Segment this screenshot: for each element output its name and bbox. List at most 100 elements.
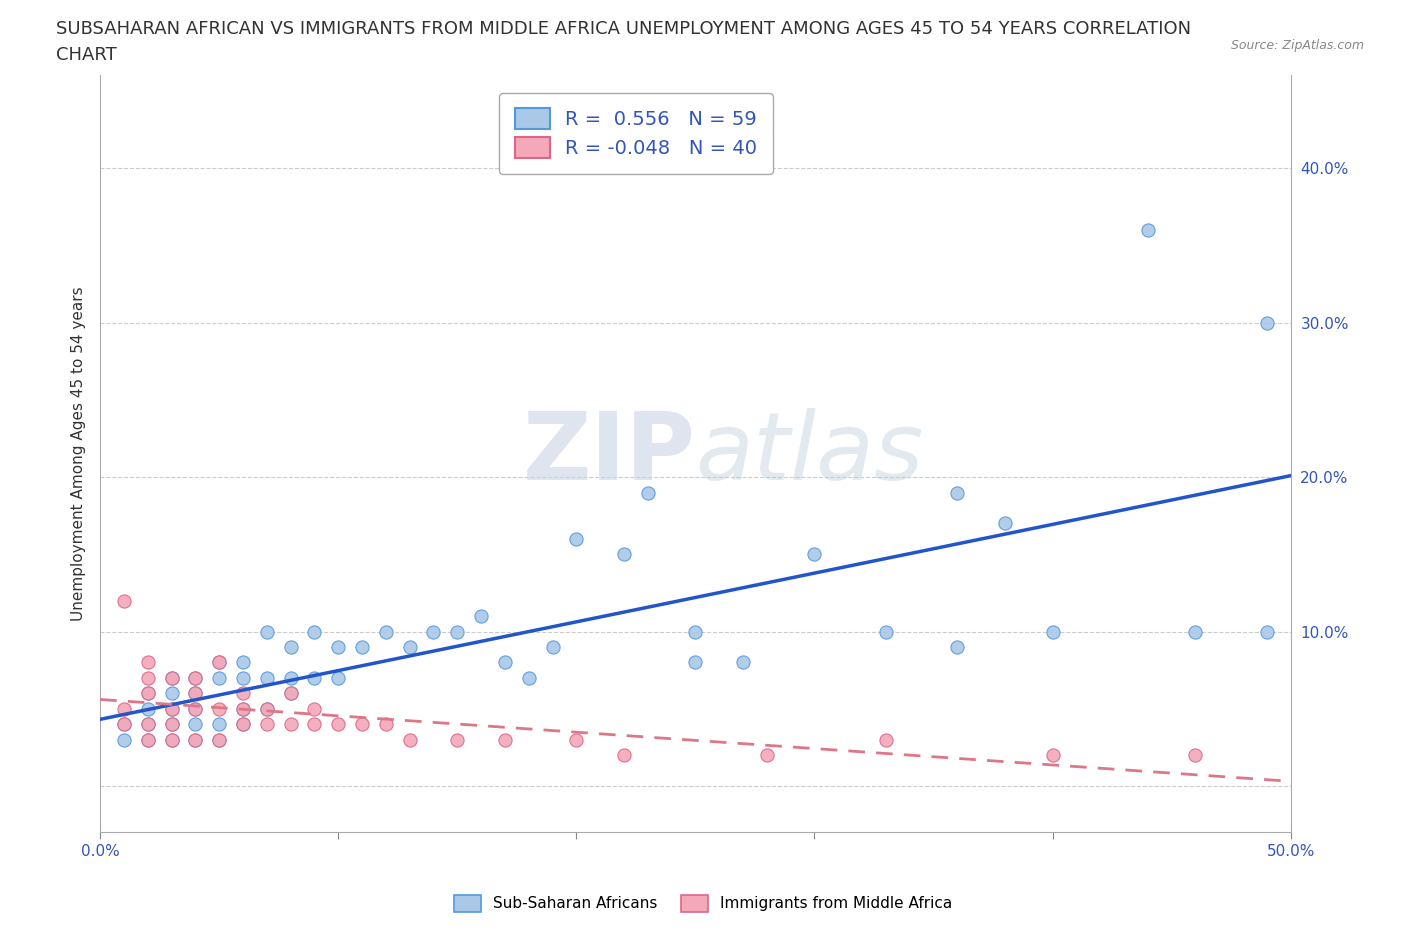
Point — [136, 717, 159, 732]
Point — [136, 686, 159, 701]
Point — [685, 624, 707, 639]
Point — [136, 732, 159, 747]
Point — [136, 686, 159, 701]
Point — [136, 655, 159, 670]
Point — [232, 701, 254, 716]
Text: SUBSAHARAN AFRICAN VS IMMIGRANTS FROM MIDDLE AFRICA UNEMPLOYMENT AMONG AGES 45 T: SUBSAHARAN AFRICAN VS IMMIGRANTS FROM MI… — [56, 20, 1191, 38]
Point — [1256, 315, 1278, 330]
Point — [112, 732, 135, 747]
Point — [208, 732, 231, 747]
Point — [398, 732, 420, 747]
Legend: Sub-Saharan Africans, Immigrants from Middle Africa: Sub-Saharan Africans, Immigrants from Mi… — [447, 889, 959, 918]
Point — [232, 717, 254, 732]
Point — [208, 671, 231, 685]
Point — [184, 717, 207, 732]
Text: atlas: atlas — [696, 408, 924, 499]
Point — [398, 640, 420, 655]
Point — [1042, 624, 1064, 639]
Point — [160, 717, 183, 732]
Point — [613, 547, 636, 562]
Point — [304, 624, 326, 639]
Point — [184, 701, 207, 716]
Point — [946, 485, 969, 500]
Point — [208, 732, 231, 747]
Point — [328, 717, 350, 732]
Point — [304, 717, 326, 732]
Point — [994, 516, 1017, 531]
Point — [112, 701, 135, 716]
Point — [184, 671, 207, 685]
Point — [256, 717, 278, 732]
Point — [280, 671, 302, 685]
Point — [946, 640, 969, 655]
Text: Source: ZipAtlas.com: Source: ZipAtlas.com — [1230, 39, 1364, 52]
Point — [637, 485, 659, 500]
Point — [136, 701, 159, 716]
Point — [494, 732, 516, 747]
Point — [280, 686, 302, 701]
Point — [184, 732, 207, 747]
Point — [232, 717, 254, 732]
Point — [184, 686, 207, 701]
Point — [112, 717, 135, 732]
Point — [565, 732, 588, 747]
Point — [232, 671, 254, 685]
Point — [232, 686, 254, 701]
Point — [160, 732, 183, 747]
Point — [374, 717, 396, 732]
Point — [184, 701, 207, 716]
Point — [446, 732, 468, 747]
Point — [280, 717, 302, 732]
Point — [350, 640, 373, 655]
Point — [184, 686, 207, 701]
Point — [280, 640, 302, 655]
Point — [256, 624, 278, 639]
Point — [304, 671, 326, 685]
Text: CHART: CHART — [56, 46, 117, 64]
Point — [565, 531, 588, 546]
Point — [1184, 624, 1206, 639]
Point — [422, 624, 444, 639]
Point — [136, 732, 159, 747]
Point — [328, 671, 350, 685]
Point — [256, 701, 278, 716]
Point — [470, 608, 492, 623]
Point — [136, 717, 159, 732]
Point — [160, 686, 183, 701]
Point — [160, 671, 183, 685]
Point — [160, 701, 183, 716]
Point — [304, 701, 326, 716]
Point — [374, 624, 396, 639]
Point — [232, 655, 254, 670]
Point — [875, 624, 897, 639]
Point — [112, 717, 135, 732]
Point — [803, 547, 825, 562]
Point — [541, 640, 564, 655]
Point — [208, 655, 231, 670]
Point — [160, 671, 183, 685]
Point — [160, 717, 183, 732]
Point — [685, 655, 707, 670]
Y-axis label: Unemployment Among Ages 45 to 54 years: Unemployment Among Ages 45 to 54 years — [72, 286, 86, 621]
Point — [208, 701, 231, 716]
Point — [446, 624, 468, 639]
Point — [1256, 624, 1278, 639]
Point — [494, 655, 516, 670]
Point — [328, 640, 350, 655]
Point — [1042, 748, 1064, 763]
Point — [1184, 748, 1206, 763]
Point — [160, 732, 183, 747]
Legend: R =  0.556   N = 59, R = -0.048   N = 40: R = 0.556 N = 59, R = -0.048 N = 40 — [499, 93, 773, 174]
Text: ZIP: ZIP — [523, 408, 696, 500]
Point — [112, 593, 135, 608]
Point — [1136, 222, 1159, 237]
Point — [755, 748, 778, 763]
Point — [517, 671, 540, 685]
Point — [232, 701, 254, 716]
Point — [256, 701, 278, 716]
Point — [350, 717, 373, 732]
Point — [184, 671, 207, 685]
Point — [208, 717, 231, 732]
Point — [613, 748, 636, 763]
Point — [875, 732, 897, 747]
